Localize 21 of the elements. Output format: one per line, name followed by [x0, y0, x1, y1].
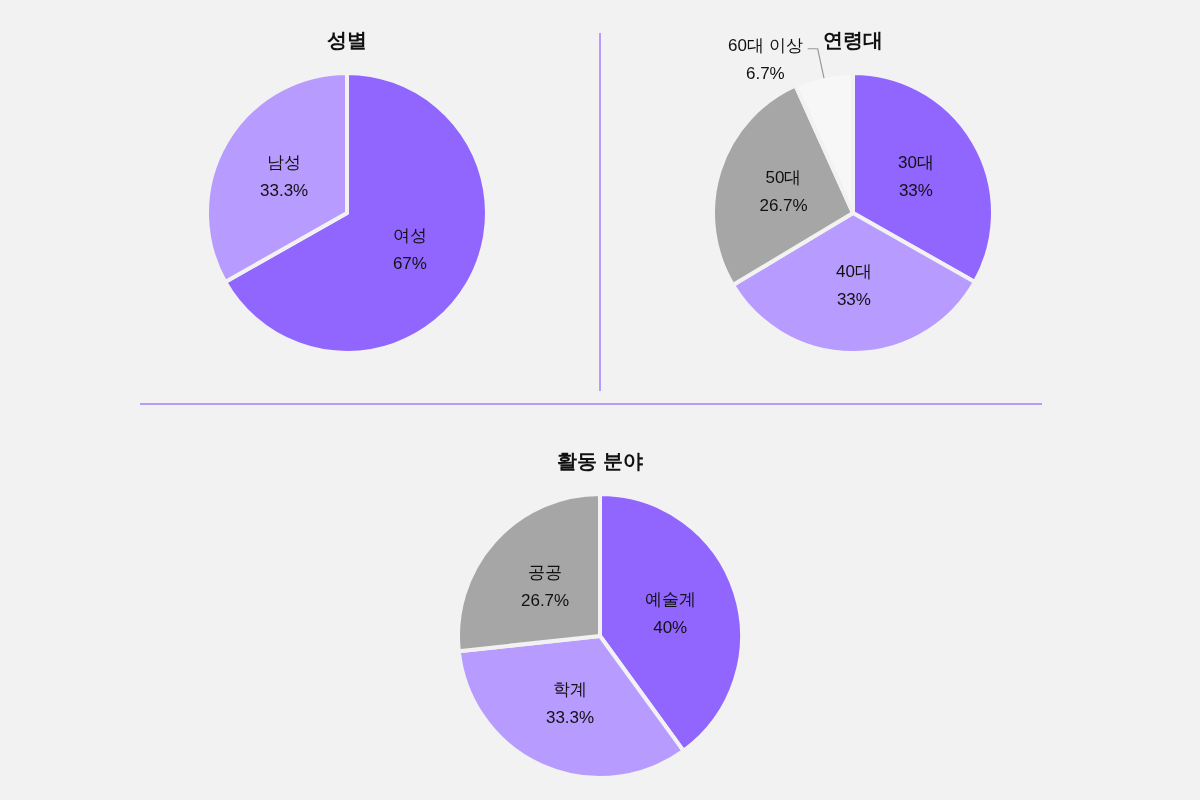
chart-title: 활동 분야 [557, 450, 643, 472]
slice-label: 학계 [553, 679, 588, 699]
data-label: 26.7% [759, 195, 808, 215]
data-label: 6.7% [745, 64, 785, 84]
slice-label: 60대 이상 [728, 36, 803, 56]
slice-label: 예술계 [644, 589, 696, 609]
data-label: 33.3% [545, 707, 595, 727]
data-label: 33% [898, 180, 933, 200]
data-label: 67% [392, 254, 427, 274]
slice-label: 30대 [897, 152, 934, 172]
data-label: 26.7% [520, 591, 570, 611]
slice-label: 여성 [392, 226, 427, 246]
chart-title: 성별 [327, 29, 367, 51]
data-label: 33% [836, 290, 871, 310]
slice-label: 40대 [835, 262, 872, 282]
slice-label: 공공 [528, 563, 563, 583]
slice-label: 50대 [765, 167, 802, 187]
data-label: 33.3% [260, 180, 309, 200]
chart-title: 연령대 [823, 29, 883, 51]
slice-label: 남성 [267, 152, 302, 172]
data-label: 40% [653, 617, 688, 637]
